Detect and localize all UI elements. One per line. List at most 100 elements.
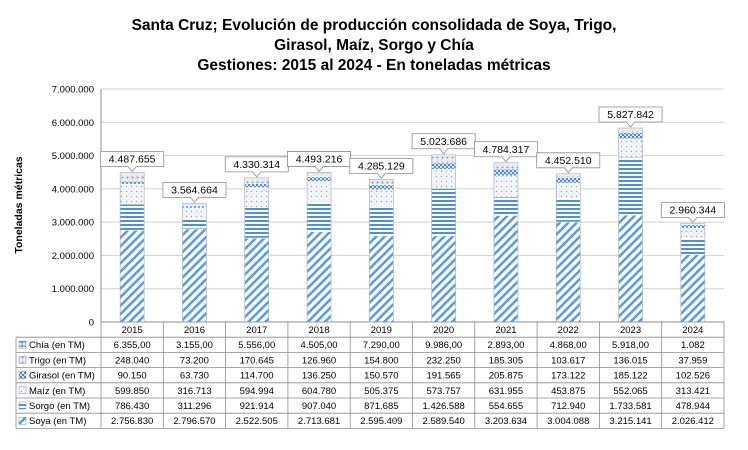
bar-soya-2018 xyxy=(306,231,332,323)
table-cell-chia: 7.290,00 xyxy=(363,340,400,351)
table-cell-maiz: 316.713 xyxy=(177,386,211,397)
x-tick-label: 2017 xyxy=(246,325,267,336)
x-tick-label: 2016 xyxy=(184,325,205,336)
total-callout-2018: 4.493.216 xyxy=(287,151,351,173)
bar-trigo-2022 xyxy=(555,173,581,178)
bar-soya-2020 xyxy=(431,235,456,323)
table-cell-trigo: 185.305 xyxy=(489,355,523,366)
bar-maiz-2018 xyxy=(306,181,332,202)
bar-soya-2016 xyxy=(182,228,207,323)
total-label: 4.784.317 xyxy=(483,144,530,156)
bar-girasol-2017 xyxy=(244,183,270,188)
bar-maiz-2019 xyxy=(369,189,394,207)
table-cell-girasol: 185.122 xyxy=(613,371,647,382)
legend-label-soya: Soya (en TM) xyxy=(29,416,86,427)
bar-girasol-2019 xyxy=(369,184,394,191)
table-cell-soya: 2.713.681 xyxy=(298,416,340,427)
table-cell-trigo: 248.040 xyxy=(115,355,149,366)
table-cell-trigo: 136.015 xyxy=(613,355,647,366)
y-axis-ticks: 0 1.000.000 2.000.000 3.000.000 4.000.000 5.0… xyxy=(52,85,94,329)
total-callout-box xyxy=(474,141,538,163)
bar-stack-2016 xyxy=(182,202,207,323)
bar-maiz-2021 xyxy=(493,175,519,198)
bar-sorgo-2017 xyxy=(244,207,270,239)
bar-maiz-2023 xyxy=(618,138,643,158)
bar-maiz-2016 xyxy=(182,207,207,219)
table-cell-trigo: 103.617 xyxy=(551,355,585,366)
total-label: 2.960.344 xyxy=(669,204,716,216)
bar-soya-2022 xyxy=(555,221,581,323)
bar-soya-2021 xyxy=(493,215,519,323)
bar-girasol-2018 xyxy=(306,176,332,182)
table-cell-trigo: 170.645 xyxy=(240,355,274,366)
bar-sorgo-2022 xyxy=(555,197,581,223)
table-cell-girasol: 191.565 xyxy=(426,371,460,382)
bar-trigo-2016 xyxy=(182,203,207,207)
bar-sorgo-2015 xyxy=(119,203,145,231)
total-callout-box xyxy=(349,157,414,180)
bar-soya-2024 xyxy=(680,254,706,323)
table-cell-girasol: 63.730 xyxy=(180,371,209,382)
bar-soya-2015 xyxy=(119,229,145,323)
table-cell-maiz: 505.375 xyxy=(364,386,398,397)
legend-swatch-maiz xyxy=(18,386,27,395)
bar-stack-2019 xyxy=(369,178,394,323)
table-cell-maiz: 631.955 xyxy=(489,386,523,397)
bar-stack-2018 xyxy=(306,171,332,323)
legend-swatch-girasol xyxy=(18,371,27,379)
bar-maiz-2020 xyxy=(431,168,456,189)
table-cell-maiz: 313.421 xyxy=(676,386,710,397)
bar-stack-2021 xyxy=(493,161,519,323)
bar-stack-2024 xyxy=(680,222,706,323)
y-tick-label: 4.000.000 xyxy=(52,184,94,195)
bar-maiz-2024 xyxy=(680,227,706,239)
total-callout-2023: 5.827.842 xyxy=(598,106,663,128)
bar-trigo-2020 xyxy=(431,154,456,164)
table-cell-sorgo: 311.296 xyxy=(178,401,212,412)
table-cell-sorgo: 1.426.588 xyxy=(423,401,465,412)
table-cell-soya: 2.026.412 xyxy=(672,416,714,427)
table-cell-chia: 5.918,00 xyxy=(612,340,649,351)
bar-girasol-2020 xyxy=(431,162,456,170)
legend-swatch-soya xyxy=(18,416,27,425)
total-callout-box xyxy=(411,133,476,155)
table-cell-maiz: 573.757 xyxy=(426,386,460,397)
total-callout-box xyxy=(287,151,351,173)
legend-label-chia: Chía (en TM) xyxy=(29,340,85,351)
table-cell-maiz: 594.994 xyxy=(240,386,274,397)
x-tick-label: 2023 xyxy=(620,325,641,336)
table-cell-girasol: 90.150 xyxy=(118,371,147,382)
table-cell-trigo: 232.250 xyxy=(426,355,460,366)
table-cell-chia: 2.893,00 xyxy=(487,340,524,351)
table-cell-girasol: 150.570 xyxy=(364,371,398,382)
table-cell-trigo: 154.800 xyxy=(364,355,398,366)
table-cell-maiz: 599.850 xyxy=(115,386,149,397)
table-cell-girasol: 136.250 xyxy=(302,371,336,382)
table-cell-girasol: 173.122 xyxy=(551,371,585,382)
bar-trigo-2017 xyxy=(244,177,270,185)
bar-maiz-2022 xyxy=(555,182,581,199)
table-cell-sorgo: 1.733.581 xyxy=(609,401,651,412)
bar-sorgo-2016 xyxy=(182,218,207,230)
table-cell-girasol: 205.875 xyxy=(489,371,523,382)
bar-stack-2017 xyxy=(244,177,270,323)
table-cell-maiz: 604.780 xyxy=(302,386,336,397)
bar-sorgo-2018 xyxy=(306,201,332,232)
bar-soya-2017 xyxy=(244,237,270,323)
table-cell-chia: 4.868,00 xyxy=(550,340,587,351)
bar-girasol-2016 xyxy=(182,205,207,209)
bar-trigo-2019 xyxy=(369,179,394,186)
total-label: 3.564.664 xyxy=(171,184,218,196)
table-cell-chia: 9.986,00 xyxy=(425,340,462,351)
total-callout-box xyxy=(100,151,165,173)
y-tick-label: 3.000.000 xyxy=(52,218,94,229)
table-cell-chia: 3.155,00 xyxy=(176,340,213,351)
y-tick-label: 5.000.000 xyxy=(52,151,94,162)
table-cell-soya: 3.203.634 xyxy=(485,416,527,427)
total-callout-2016: 3.564.664 xyxy=(162,181,227,203)
bar-sorgo-2024 xyxy=(680,238,706,255)
y-tick-label: 1.000.000 xyxy=(52,284,94,295)
bar-stack-2022 xyxy=(555,173,581,323)
total-label: 4.487.655 xyxy=(109,154,156,166)
